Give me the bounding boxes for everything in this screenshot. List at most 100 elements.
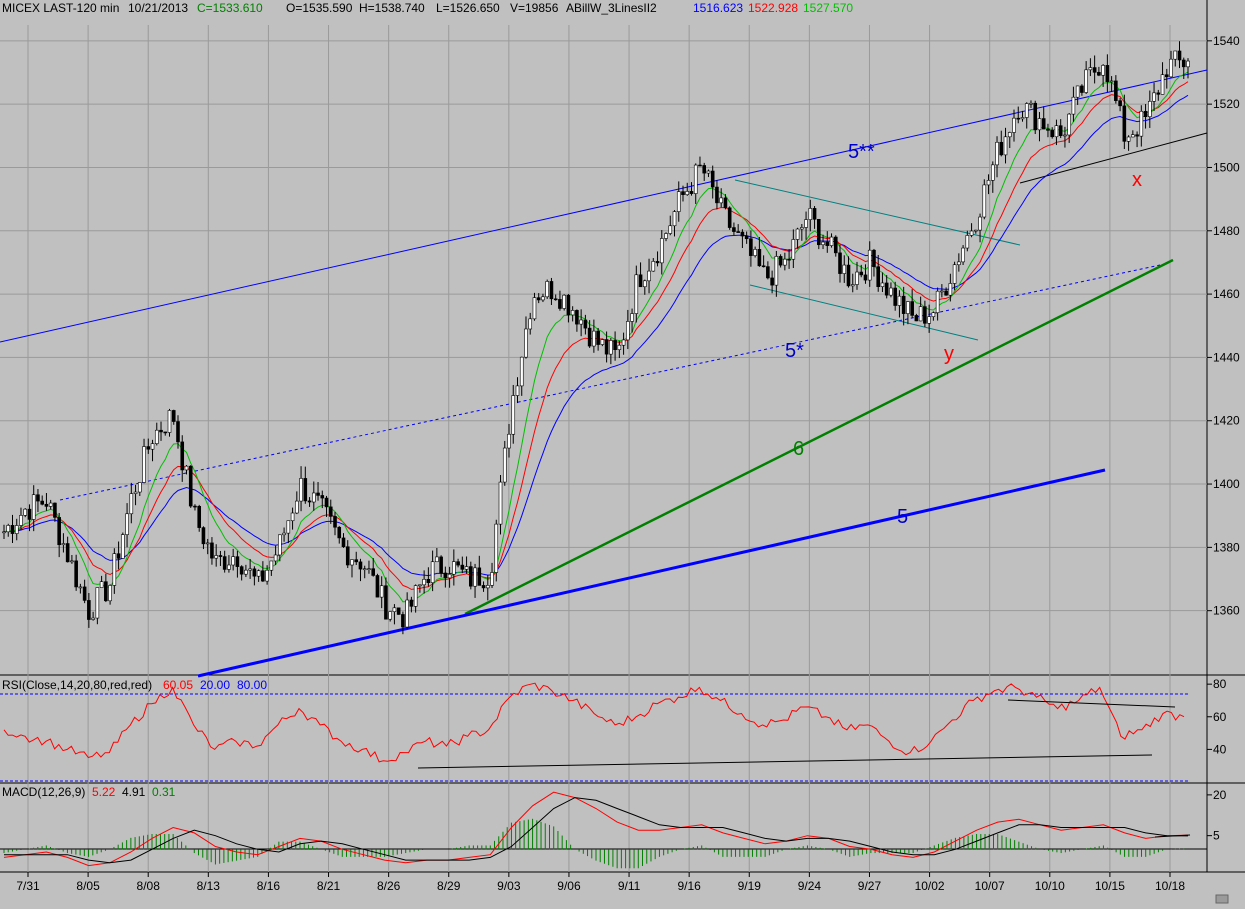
candle-body [341, 537, 346, 548]
candle-body [375, 575, 380, 598]
candle-body [638, 274, 643, 288]
x-tick-label: 8/29 [437, 879, 461, 893]
candle-body [1071, 96, 1076, 115]
candle-body [303, 478, 308, 502]
candle-body [872, 249, 876, 267]
candle-body [1088, 67, 1093, 71]
candle-body [256, 570, 261, 577]
candle-body [299, 478, 303, 502]
x-tick-label: 8/26 [377, 879, 401, 893]
scroll-thumb[interactable] [1215, 894, 1229, 904]
candle-body [27, 508, 32, 520]
candle-body [740, 231, 745, 237]
candle-body [439, 556, 443, 574]
candle-body [413, 585, 418, 607]
x-tick-label: 9/27 [858, 879, 882, 893]
candle-body [70, 560, 74, 563]
rsi-value: 60.05 [163, 678, 193, 692]
candle-body [880, 282, 885, 287]
candle-body [1169, 58, 1173, 78]
candle-body [787, 258, 791, 261]
candle-body [621, 339, 626, 346]
x-tick-label: 9/03 [497, 879, 521, 893]
candle-body [371, 568, 376, 576]
candle-body [859, 271, 864, 276]
candle-body [473, 567, 477, 587]
candle-body [545, 281, 549, 298]
candle-body [1139, 110, 1144, 137]
candle-body [1012, 117, 1016, 133]
macd-header: MACD(12,26,9) 5.22 4.91 0.31 [2, 785, 176, 799]
candle-body [592, 330, 596, 347]
candle-body [774, 256, 779, 286]
candle-body [651, 261, 656, 272]
candle-body [460, 564, 465, 570]
macd-signal-line [4, 797, 1189, 864]
header-high: H=1538.740 [359, 1, 425, 15]
candle-body [1054, 125, 1059, 138]
candle-body [918, 306, 923, 322]
candle-body [1007, 132, 1012, 138]
candle-body [218, 555, 223, 557]
y-tick-label: 1540 [1213, 34, 1240, 48]
candle-body [490, 572, 494, 586]
ma-blue-line [3, 94, 1189, 577]
candle-body [583, 319, 588, 329]
candle-body [935, 290, 940, 313]
candle-body [562, 294, 566, 309]
candle-body [290, 512, 295, 522]
candle-body [825, 241, 830, 246]
candle-body [816, 218, 821, 246]
candle-body [867, 249, 872, 281]
candle-body [965, 235, 970, 249]
x-tick-label: 7/31 [16, 879, 40, 893]
candle-body [596, 330, 600, 345]
candle-body [1084, 69, 1088, 93]
candle-body [31, 494, 36, 520]
candle-body [248, 568, 252, 571]
candle-body [464, 566, 469, 570]
candle-body [995, 141, 999, 166]
candle-body [1097, 72, 1101, 76]
candle-body [384, 585, 388, 620]
label-5-double-star: 5** [848, 141, 875, 163]
candle-body [65, 543, 70, 563]
candle-body [252, 568, 257, 577]
macd-axis-ticks: 5 20 [1207, 788, 1227, 843]
candle-body [617, 344, 622, 351]
candle-body [401, 614, 405, 628]
candle-body [201, 527, 206, 545]
candle-body [744, 235, 749, 240]
candle-body [1092, 67, 1097, 73]
header-ind-green: 1527.570 [803, 1, 853, 15]
header-ind-blue: 1516.623 [693, 1, 743, 15]
candle-body [643, 280, 647, 288]
x-tick-label: 8/16 [257, 879, 281, 893]
candle-body [727, 207, 732, 228]
header-open: O=1535.590 [286, 1, 353, 15]
candle-body [1029, 102, 1033, 105]
candle-body [923, 306, 927, 324]
price-axis-ticks: 1360 1380 1400 1420 1440 1460 1480 1500 1520 1540 [1207, 34, 1240, 618]
candle-body [766, 266, 770, 279]
candle-body [99, 581, 104, 588]
x-tick-label: 8/21 [317, 879, 341, 893]
rsi-tick-label: 80 [1213, 677, 1227, 691]
candle-body [244, 569, 248, 575]
y-tick-label: 1520 [1213, 97, 1240, 111]
candle-body [197, 505, 202, 528]
candle-body [1016, 117, 1021, 120]
label-y: y [944, 343, 954, 365]
candle-body [1033, 102, 1038, 131]
candle-body [146, 446, 151, 450]
ma-green-path [3, 71, 1189, 604]
candle-body [698, 164, 702, 167]
candle-body [350, 559, 354, 566]
ma-red-path [3, 81, 1189, 590]
candle-body [1186, 60, 1190, 68]
candle-body [855, 271, 859, 285]
candle-body [405, 599, 409, 628]
candle-body [978, 216, 982, 231]
candle-body [952, 264, 957, 284]
candle-body [553, 298, 558, 301]
